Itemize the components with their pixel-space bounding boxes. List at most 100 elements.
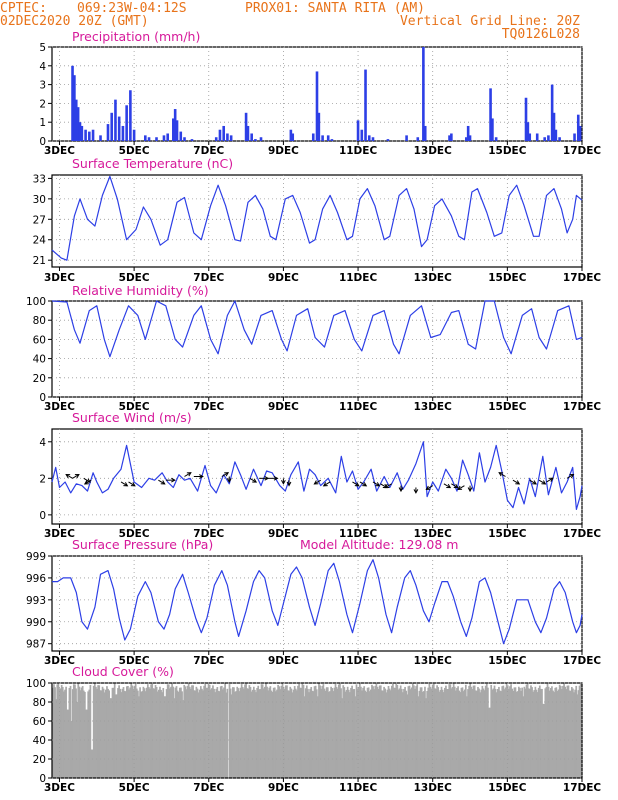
- cloud-bar: [574, 689, 576, 778]
- cloud-bar: [337, 684, 340, 778]
- cloud-bar: [290, 688, 293, 778]
- cloud-bar: [533, 690, 536, 778]
- cloud-bar: [563, 683, 565, 778]
- precip-bar: [535, 133, 539, 141]
- cloud-bar: [114, 694, 117, 778]
- x-tick-label: 13DEC: [414, 272, 453, 284]
- x-tick-label: 7DEC: [193, 655, 224, 667]
- cloud-bar: [493, 685, 496, 778]
- y-tick-label: 987: [26, 639, 46, 651]
- cloud-bar: [203, 685, 205, 778]
- cloud-bar: [251, 689, 254, 778]
- precip-bar: [183, 137, 186, 141]
- cloud-bar: [381, 690, 383, 778]
- x-tick-label: 7DEC: [193, 145, 224, 157]
- y-tick-label: 100: [26, 296, 46, 308]
- precip-bar: [448, 135, 451, 141]
- cloud-bar: [113, 683, 116, 778]
- precip-bar: [526, 122, 530, 141]
- cloud-bar: [483, 690, 486, 778]
- cloud-bar: [246, 688, 249, 778]
- precip-bar: [422, 47, 425, 141]
- cloud-bar: [264, 686, 266, 778]
- wind-arrow-head: [569, 473, 575, 479]
- y-tick-label: 27: [33, 214, 46, 226]
- wind-arrow-head: [199, 474, 204, 479]
- cloud-bar: [420, 687, 423, 778]
- cloud-bar: [476, 690, 478, 778]
- cloud-bar: [120, 692, 123, 778]
- cloud-bar: [296, 690, 298, 778]
- wind-arrow-head: [384, 483, 390, 489]
- cloud-bar: [521, 687, 523, 778]
- cloud-bar: [362, 687, 364, 778]
- cloud-bar: [84, 691, 86, 778]
- cloud-bar: [326, 687, 329, 778]
- cloud-bar: [207, 683, 210, 778]
- cloud-bar: [301, 683, 304, 778]
- cloud-bar: [460, 687, 463, 778]
- precip-bar: [218, 129, 222, 141]
- cloud-bar: [277, 684, 279, 778]
- cloud-bar: [494, 688, 497, 778]
- wind-arrow-head: [362, 482, 368, 487]
- cloud-bar: [413, 685, 415, 778]
- cloud-bar: [302, 684, 305, 778]
- cloud-bar: [206, 687, 209, 778]
- precip-bar: [386, 139, 390, 141]
- cloud-bar: [519, 687, 521, 778]
- cloud-bar: [127, 685, 129, 778]
- cloud-bar: [375, 683, 378, 778]
- wind-arrow: [566, 474, 574, 479]
- precip-bar: [254, 139, 257, 141]
- cloud-bar: [428, 683, 431, 778]
- cloud-bar: [95, 686, 97, 778]
- x-tick-label: 9DEC: [268, 655, 299, 667]
- cloud-bar: [180, 687, 182, 778]
- cloud-bar: [220, 685, 223, 778]
- cloud-bar: [400, 688, 403, 778]
- cloud-bar: [434, 688, 436, 778]
- wind-arrow-head: [286, 481, 292, 487]
- cloud-bar: [82, 690, 85, 778]
- x-tick-label: 13DEC: [414, 145, 453, 157]
- cloud-bar: [105, 689, 107, 778]
- cloud-bar: [60, 684, 63, 778]
- precip-bar: [416, 137, 420, 141]
- cloud-bar: [498, 686, 500, 778]
- x-tick-label: 9DEC: [268, 272, 299, 284]
- panel-frame: [51, 428, 583, 525]
- y-tick-label: 1: [39, 117, 46, 129]
- cloud-bar: [344, 691, 347, 778]
- cloud-bar: [572, 688, 574, 778]
- cloud-bar: [236, 686, 239, 778]
- cloud-bar: [155, 687, 158, 778]
- cloud-bar: [118, 685, 120, 778]
- cloud-bar: [345, 689, 348, 778]
- cloud-bar: [275, 691, 277, 778]
- cloud-bar: [324, 690, 327, 778]
- cloud-bar: [111, 687, 114, 778]
- cloud-bar: [520, 690, 522, 778]
- cloud-bar: [66, 709, 69, 778]
- precip-bar: [491, 118, 494, 141]
- cloud-bar: [573, 692, 575, 778]
- cloud-bar: [249, 687, 252, 778]
- cloud-bar: [89, 685, 92, 778]
- cloud-bar: [538, 685, 541, 778]
- precip-bar: [367, 135, 371, 141]
- cloud-bar: [530, 685, 532, 778]
- cloud-bar: [58, 688, 61, 778]
- cloud-bar: [390, 685, 393, 778]
- cloud-bar: [472, 685, 475, 778]
- cloud-bar: [87, 691, 90, 778]
- cloud-bar: [500, 691, 502, 778]
- cloud-bar: [322, 684, 325, 778]
- cloud-bar: [485, 683, 488, 778]
- precip-bar: [76, 107, 80, 141]
- cloud-bar: [293, 686, 296, 778]
- cloud-bar: [131, 685, 134, 778]
- cloud-bar: [254, 689, 256, 778]
- y-tick-label: 2: [39, 473, 46, 485]
- x-tick-label: 17DEC: [563, 528, 602, 540]
